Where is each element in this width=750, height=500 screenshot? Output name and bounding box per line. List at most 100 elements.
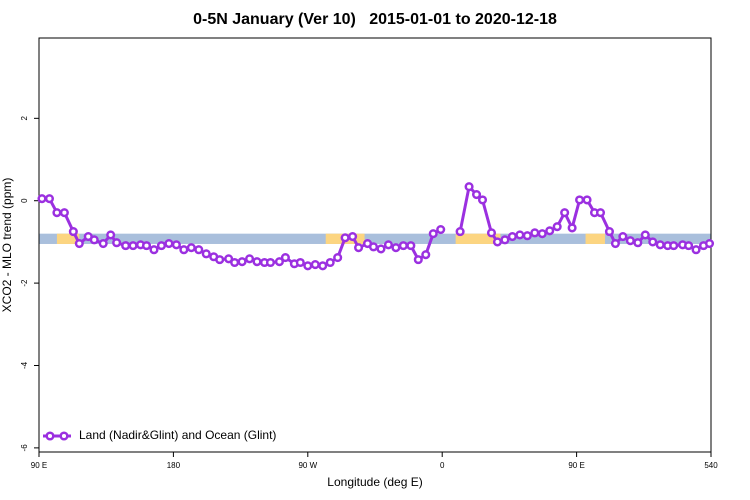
data-point bbox=[684, 241, 694, 251]
data-point bbox=[530, 228, 540, 238]
data-point bbox=[383, 240, 393, 250]
data-point bbox=[464, 182, 474, 192]
data-point bbox=[595, 208, 606, 218]
data-point bbox=[582, 195, 592, 205]
x-tick-label: 90 E bbox=[568, 461, 584, 470]
ocean-band bbox=[39, 233, 711, 244]
data-point bbox=[201, 249, 211, 259]
x-tick-label: 90 W bbox=[298, 461, 317, 470]
data-point bbox=[224, 254, 234, 264]
data-point bbox=[618, 232, 628, 242]
data-point bbox=[604, 227, 615, 237]
data-point bbox=[333, 253, 343, 263]
data-point bbox=[215, 255, 225, 265]
data-point bbox=[354, 243, 364, 253]
data-point bbox=[325, 257, 335, 268]
data-point bbox=[52, 208, 62, 218]
data-point bbox=[245, 254, 255, 264]
y-tick-label: -6 bbox=[20, 444, 29, 452]
data-point bbox=[280, 253, 290, 263]
data-point bbox=[112, 238, 122, 248]
data-point bbox=[230, 257, 240, 268]
data-point bbox=[376, 244, 386, 254]
chart-title: 0-5N January (Ver 10) 2015-01-01 to 2020… bbox=[193, 11, 557, 28]
data-point bbox=[368, 242, 379, 252]
legend-marker bbox=[59, 431, 69, 441]
data-point bbox=[186, 243, 196, 253]
data-point bbox=[486, 228, 497, 238]
data-point bbox=[691, 245, 701, 255]
data-point bbox=[560, 208, 570, 218]
data-point bbox=[141, 241, 152, 251]
data-point bbox=[391, 243, 401, 253]
data-point bbox=[128, 241, 138, 251]
y-tick-label: -4 bbox=[20, 361, 29, 369]
data-point bbox=[640, 230, 650, 240]
data-point bbox=[507, 232, 517, 242]
data-point bbox=[318, 261, 328, 271]
data-point bbox=[406, 241, 416, 251]
data-point bbox=[492, 237, 503, 247]
data-point bbox=[471, 189, 482, 200]
data-point bbox=[274, 257, 284, 267]
land-band bbox=[56, 233, 80, 244]
data-point bbox=[171, 240, 181, 250]
data-point bbox=[625, 236, 635, 246]
data-point bbox=[515, 230, 525, 240]
data-point bbox=[552, 222, 562, 232]
data-point bbox=[545, 226, 555, 236]
series-line bbox=[41, 197, 442, 268]
data-point bbox=[340, 233, 350, 243]
data-point bbox=[121, 241, 131, 251]
data-point bbox=[648, 237, 658, 247]
data-point bbox=[310, 260, 320, 270]
land-band bbox=[585, 233, 605, 244]
data-point bbox=[156, 241, 167, 251]
y-tick-label: 0 bbox=[20, 198, 29, 203]
data-point bbox=[265, 257, 276, 268]
data-point bbox=[610, 239, 620, 249]
data-point bbox=[37, 194, 47, 204]
legend-marker bbox=[45, 431, 55, 441]
y-tick-label: 2 bbox=[20, 116, 29, 121]
data-point bbox=[537, 229, 547, 239]
x-axis-label: Longitude (deg E) bbox=[327, 475, 422, 489]
data-point bbox=[575, 195, 585, 205]
data-point bbox=[348, 232, 358, 242]
data-point bbox=[669, 241, 679, 251]
data-point bbox=[413, 255, 423, 265]
data-point bbox=[44, 194, 55, 204]
data-point bbox=[704, 239, 715, 249]
data-point bbox=[194, 245, 204, 255]
x-tick-label: 0 bbox=[440, 461, 445, 470]
data-point bbox=[522, 231, 532, 241]
data-point bbox=[455, 227, 465, 237]
y-tick-label: -2 bbox=[20, 279, 29, 287]
x-tick-label: 90 E bbox=[31, 461, 47, 470]
data-point bbox=[106, 230, 116, 240]
x-tick-label: 180 bbox=[167, 461, 181, 470]
data-point bbox=[98, 239, 108, 249]
data-point bbox=[633, 238, 643, 248]
data-point bbox=[59, 208, 69, 218]
data-point bbox=[436, 225, 446, 235]
data-point bbox=[421, 250, 431, 260]
data-point bbox=[428, 229, 438, 239]
x-tick-label: 540 bbox=[704, 461, 718, 470]
data-point bbox=[237, 257, 247, 267]
land-band bbox=[455, 233, 501, 244]
data-point bbox=[164, 239, 174, 249]
data-point bbox=[68, 227, 78, 237]
data-point bbox=[89, 235, 99, 245]
legend-label: Land (Nadir&Glint) and Ocean (Glint) bbox=[79, 428, 276, 442]
data-point bbox=[398, 241, 408, 251]
data-point bbox=[179, 245, 189, 255]
data-point bbox=[252, 257, 262, 267]
y-axis-label: XCO2 - MLO trend (ppm) bbox=[0, 178, 14, 313]
data-point bbox=[500, 235, 510, 245]
data-point bbox=[655, 240, 665, 250]
data-point bbox=[74, 239, 84, 249]
